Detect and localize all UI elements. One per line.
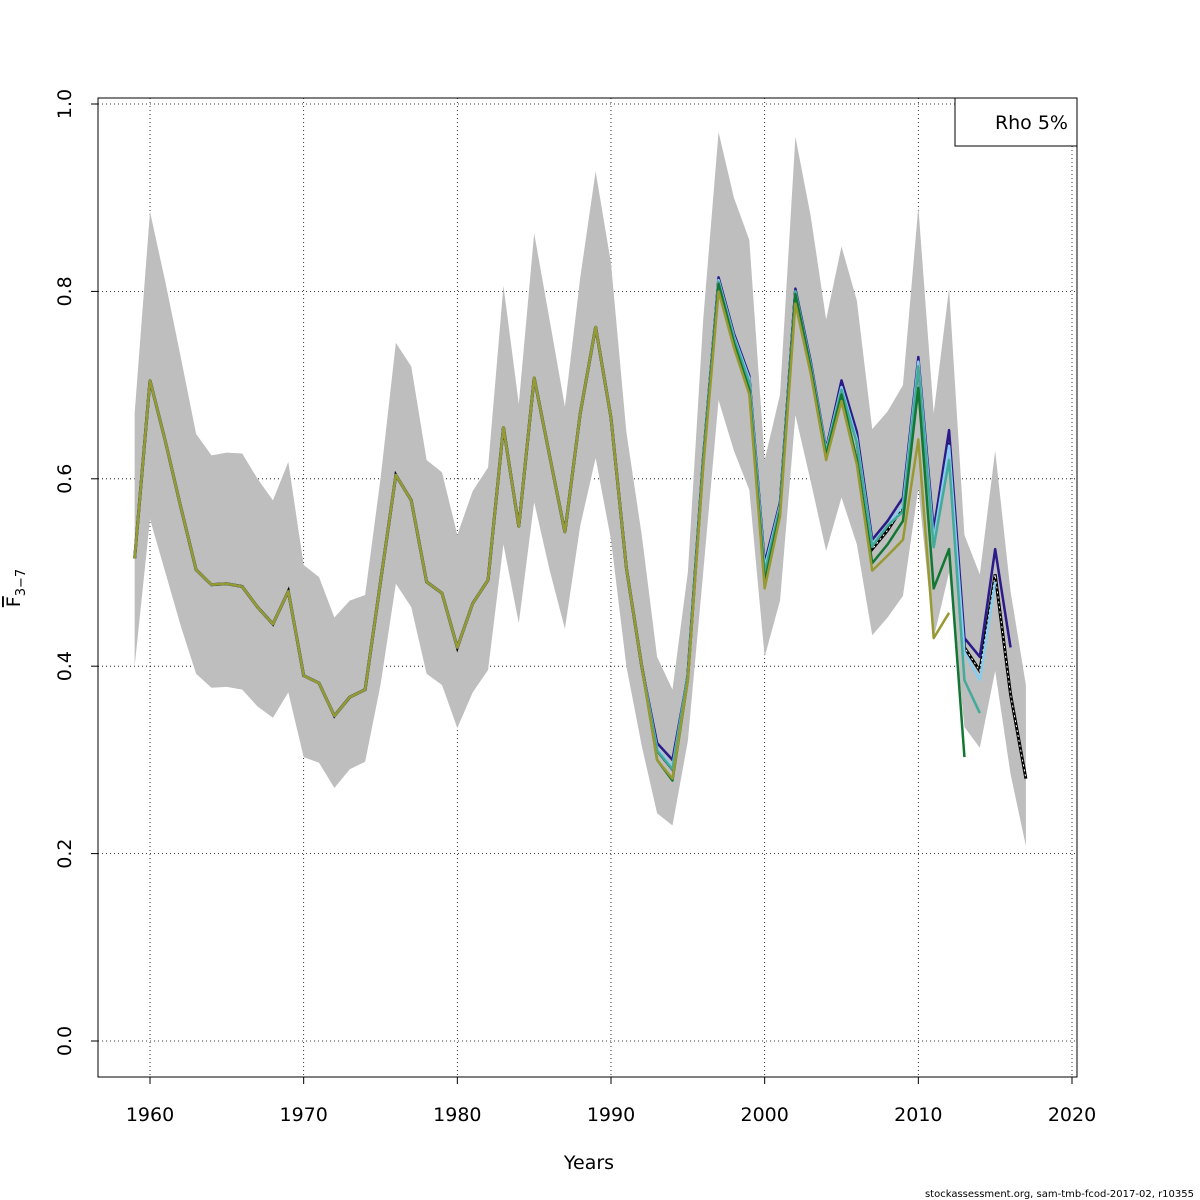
y-tick-label: 0.0 — [54, 1026, 76, 1056]
legend: Rho 5% — [954, 97, 1078, 147]
series-line-peel-2012 — [133, 290, 951, 780]
confidence-band-area — [134, 132, 1026, 847]
x-tick-label: 1960 — [126, 1104, 174, 1126]
x-tick-label: 2020 — [1048, 1104, 1096, 1126]
x-tick-label: 1980 — [433, 1104, 481, 1126]
legend-box — [954, 97, 1078, 147]
y-tick-label: 0.4 — [54, 651, 76, 681]
y-tick-label: 0.6 — [54, 464, 76, 494]
x-tick-label: 1970 — [279, 1104, 327, 1126]
x-axis: 1960 1970 1980 1990 2000 2010 2020 — [126, 1076, 1096, 1126]
svg-text:F3−7: F3−7 — [3, 569, 29, 607]
y-axis-label: F3−7 — [3, 569, 29, 607]
series-lines — [133, 276, 1028, 782]
y-tick-label: 0.8 — [54, 276, 76, 306]
y-axis: 0.0 0.2 0.4 0.6 0.8 1.0 — [54, 89, 98, 1056]
x-tick-label: 1990 — [587, 1104, 635, 1126]
x-tick-label: 2000 — [740, 1104, 788, 1126]
x-axis-label: Years — [563, 1152, 614, 1174]
confidence-band — [134, 132, 1026, 847]
y-tick-label: 0.2 — [54, 838, 76, 868]
footer-credit: stockassessment.org, sam-tmb-fcod-2017-0… — [925, 1189, 1194, 1200]
y-label-sub: 3−7 — [14, 569, 29, 596]
y-tick-label: 1.0 — [54, 89, 76, 119]
x-tick-label: 2010 — [894, 1104, 942, 1126]
y-label-main: F — [3, 596, 25, 607]
legend-text: Rho 5% — [995, 112, 1068, 134]
